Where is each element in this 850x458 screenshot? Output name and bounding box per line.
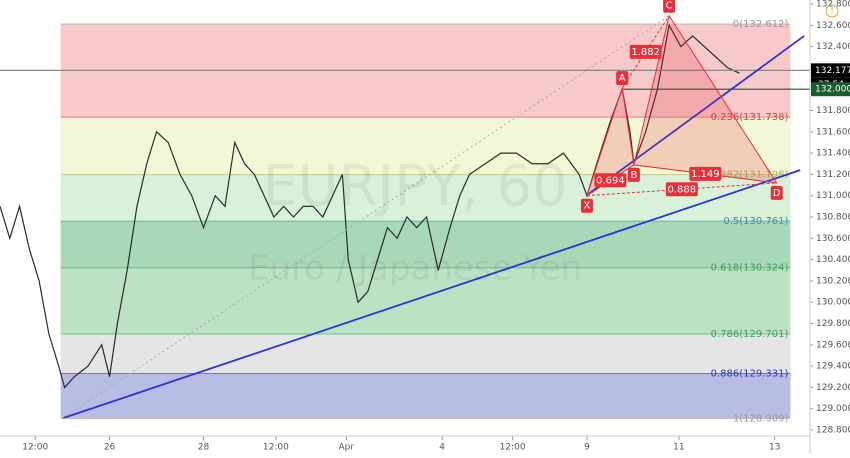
y-tick-label: 132.600 [816, 21, 850, 31]
pattern-point-badge [627, 167, 640, 182]
y-tick-label: 129.200 [816, 383, 850, 393]
y-tick-label: 131.000 [816, 191, 850, 201]
fib-band [60, 267, 791, 335]
fib-band [60, 334, 791, 374]
price-marker-label: 132.000 [815, 85, 850, 95]
y-tick-label: 129.800 [816, 319, 850, 329]
ratio-badge [665, 182, 698, 197]
pattern-point-badge [580, 198, 593, 213]
ratio-label: 0.694 [596, 175, 625, 186]
x-tick-label: 26 [104, 443, 116, 453]
x-tick-label: 4 [439, 443, 445, 453]
fib-label: 0.886(129.331) [711, 368, 789, 379]
watermark-title: EURJPY, 60 [262, 154, 567, 219]
y-tick-label: 131.800 [816, 106, 850, 116]
x-tick-label: Apr [339, 443, 355, 453]
x-tick-label: 12:00 [263, 443, 289, 453]
x-tick-label: 28 [198, 443, 210, 453]
ratio-label: 0.888 [668, 184, 697, 195]
pattern-point-label: D [773, 188, 781, 199]
pattern-point-label: A [619, 73, 626, 84]
pattern-point-label: C [666, 1, 673, 12]
fib-label: 1(128.909) [733, 413, 789, 424]
price-marker-box [811, 63, 850, 78]
y-tick-label: 130.600 [816, 234, 850, 244]
fib-label: 0(132.612) [733, 19, 789, 30]
ratio-badge [629, 44, 662, 59]
y-tick-label: 129.600 [816, 340, 850, 350]
y-tick-label: 131.600 [816, 127, 850, 137]
warning-icon-glyph: ! [830, 7, 834, 17]
y-tick-label: 130.200 [816, 276, 850, 286]
ratio-badge [689, 166, 722, 181]
fib-label: 0.618(130.324) [711, 263, 789, 274]
y-tick-label: 128.800 [816, 426, 850, 436]
price-marker-label: 132.177 [815, 66, 850, 76]
y-tick-label: 131.200 [816, 170, 850, 180]
y-tick-label: 132.400 [816, 42, 850, 52]
fib-label: 0.5(130.761) [723, 216, 788, 227]
fib-label: 0.236(131.738) [711, 112, 789, 123]
ratio-label: 1.149 [691, 169, 720, 180]
pattern-point-label: X [584, 201, 591, 212]
fib-band [60, 221, 791, 268]
ratio-label: 1.882 [631, 47, 660, 58]
x-tick-label: 9 [584, 443, 590, 453]
pattern-point-label: B [630, 170, 637, 181]
x-tick-label: 12:00 [22, 443, 48, 453]
pattern-point-badge [770, 185, 783, 200]
fib-band [60, 373, 791, 419]
x-tick-label: 12:00 [500, 443, 526, 453]
y-tick-label: 129.000 [816, 404, 850, 414]
fib-label: 0.786(129.701) [711, 329, 789, 340]
y-tick-label: 129.400 [816, 362, 850, 372]
pattern-leg [621, 15, 670, 89]
price-marker-box [811, 82, 850, 97]
trendline [62, 15, 670, 419]
x-tick-label: 11 [673, 443, 684, 453]
warning-icon[interactable] [825, 4, 839, 18]
ratio-badge [594, 173, 627, 188]
fib-band [60, 117, 791, 175]
y-tick-label: 131.400 [816, 149, 850, 159]
y-tick-label: 130.800 [816, 213, 850, 223]
x-tick-label: 13 [769, 443, 780, 453]
y-tick-label: 130.400 [816, 255, 850, 265]
pattern-point-badge [663, 0, 676, 13]
pattern-leg [586, 164, 635, 197]
y-tick-label: 130.000 [816, 298, 850, 308]
pattern-point-badge [616, 71, 629, 86]
watermark-subtitle: Euro / Japanese Yen [248, 249, 582, 289]
fib-label: 0.382(131.198) [711, 170, 789, 181]
trendline [62, 169, 801, 420]
trendline [588, 35, 805, 195]
